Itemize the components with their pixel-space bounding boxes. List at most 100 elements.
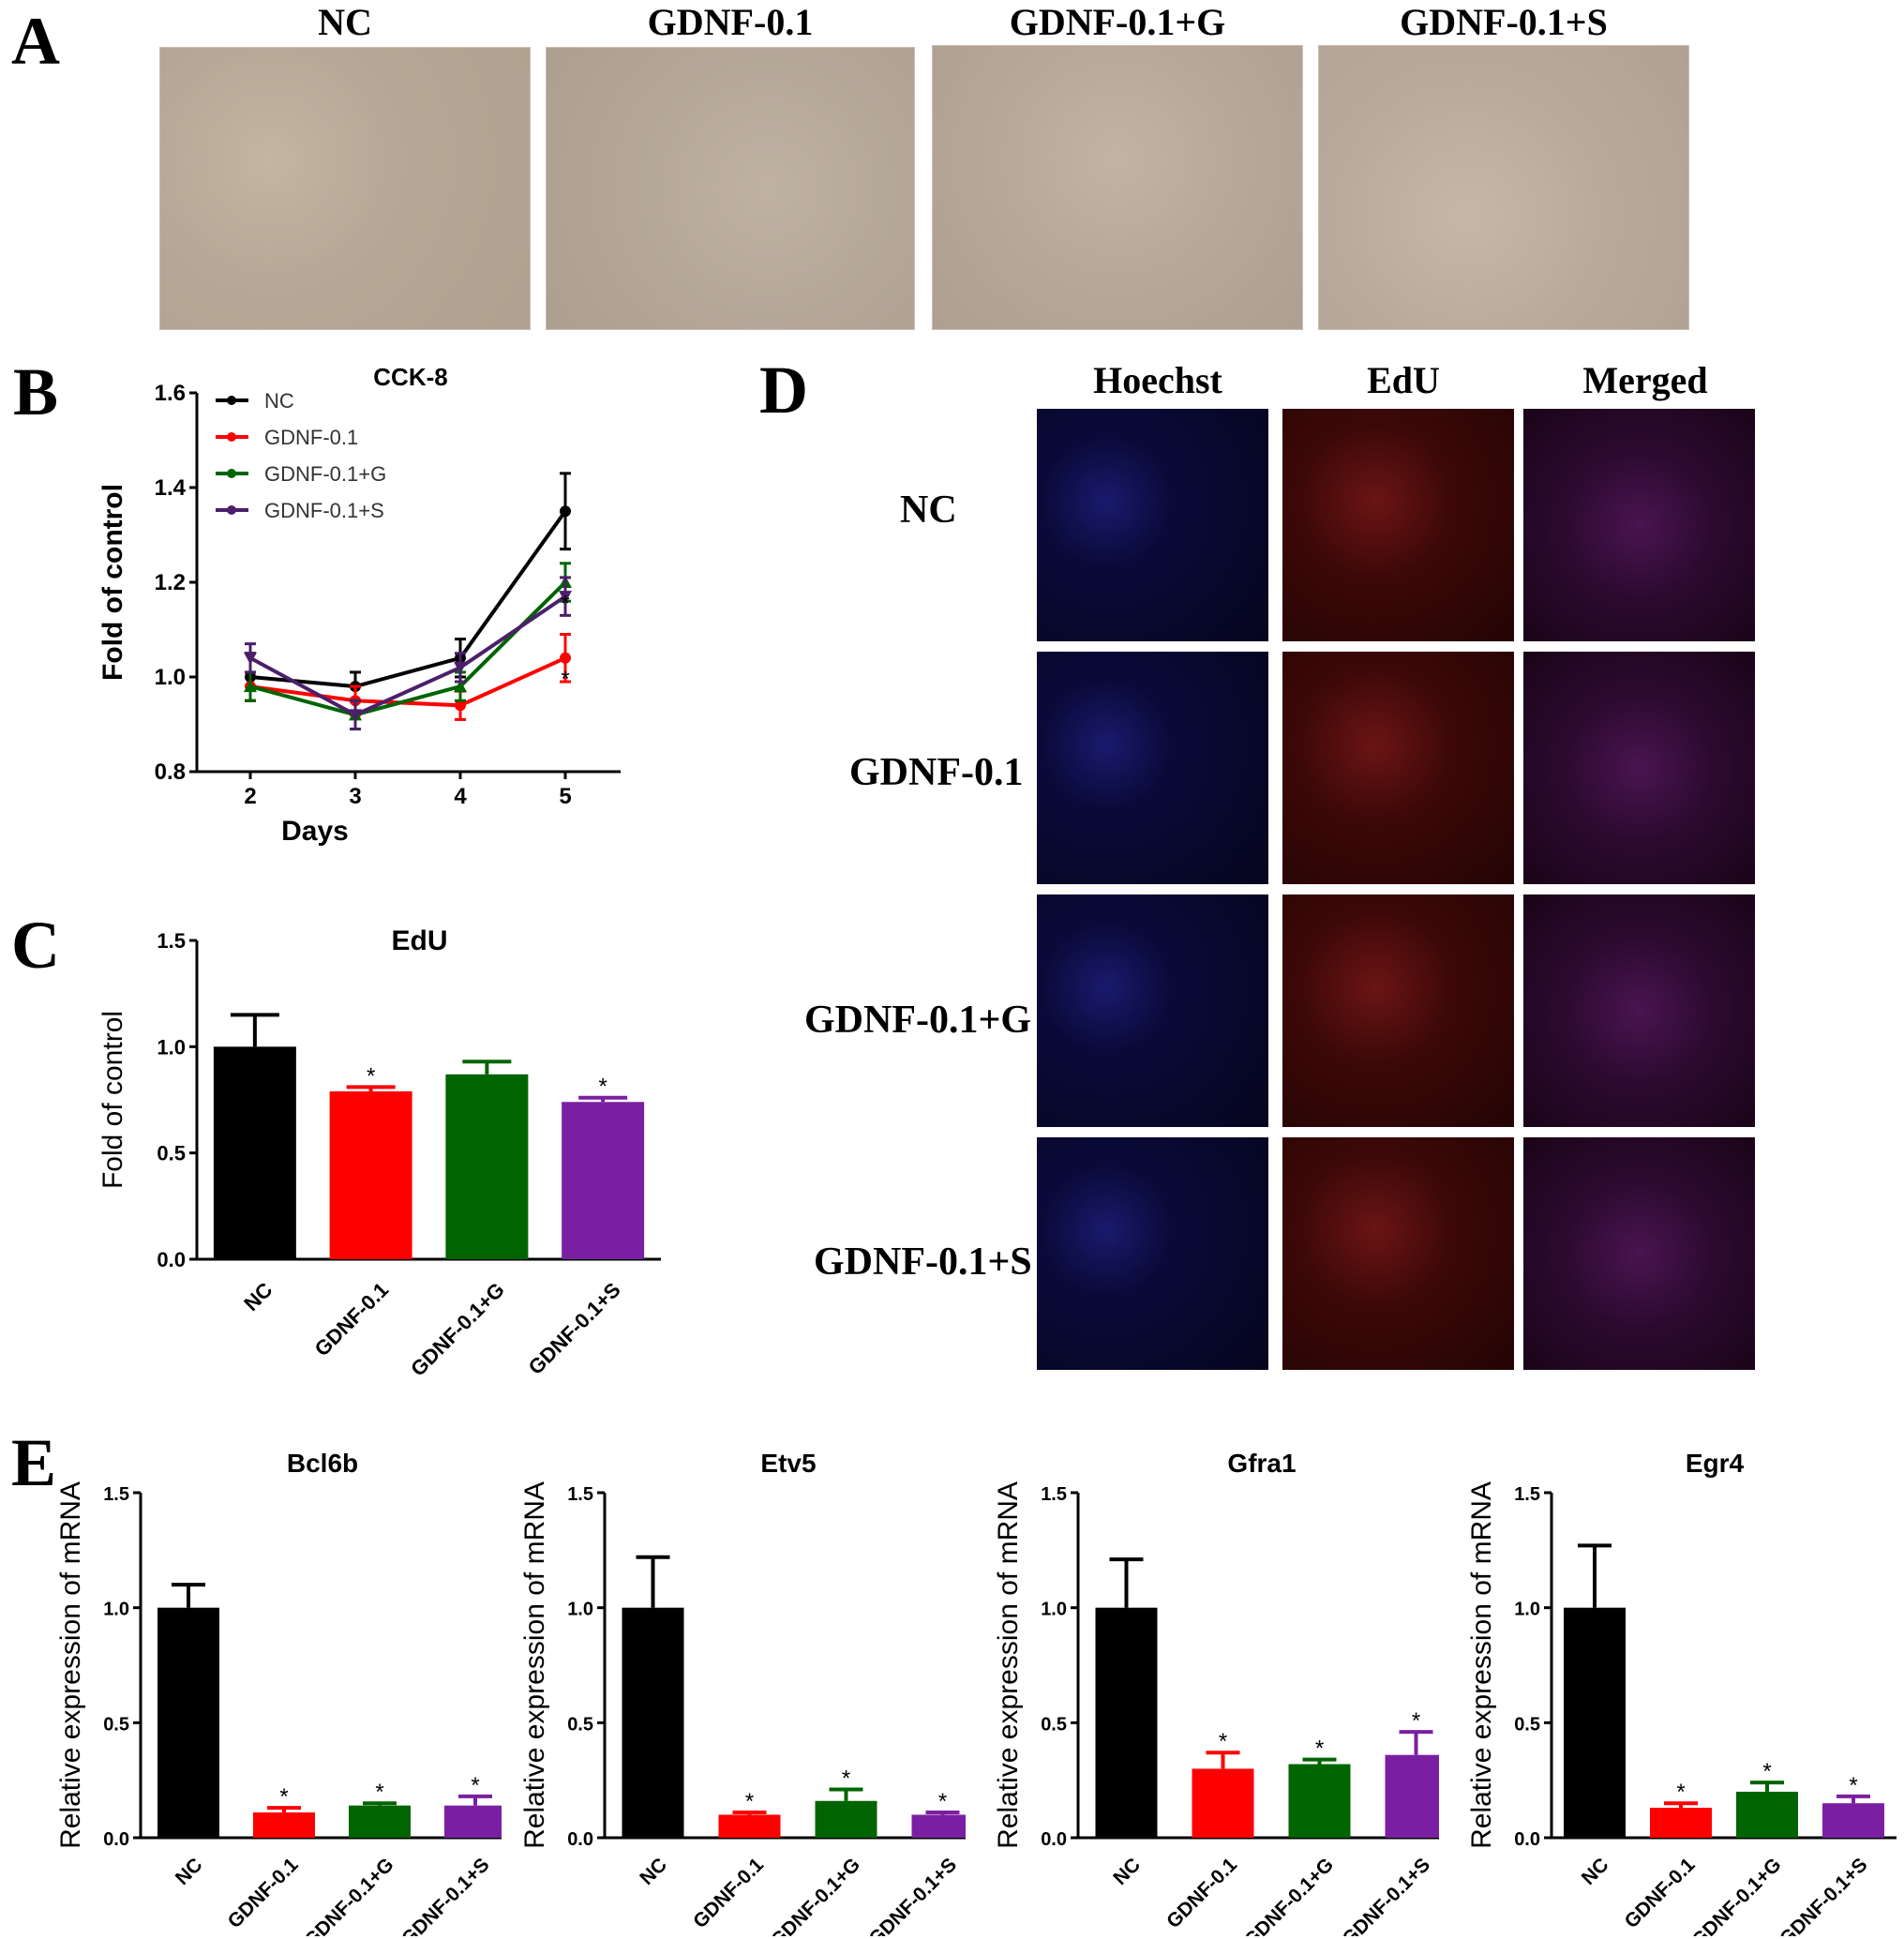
data-point [455, 699, 466, 712]
bar-gdnf-0-1-s [911, 1814, 966, 1838]
bar-gdnf-0-1-g [349, 1805, 411, 1838]
panel-e-chart-gfra1: 0.0 0.5 1.0 1.5 Relative expression of mRNA G… [993, 1449, 1439, 1936]
y-axis-label: Relative expression of mRNA [519, 1481, 550, 1849]
series-line-gdnf-0-1-s [249, 594, 567, 717]
y-tick-label: 1.0 [1514, 1600, 1540, 1620]
panel-a-title-nc: NC [318, 1, 372, 43]
bar-gdnf-0-1 [718, 1814, 781, 1838]
x-tick-label: GDNF-0.1+G [767, 1854, 864, 1936]
fluorescence-image-nc-hoechst [1037, 409, 1268, 641]
legend-label: GDNF-0.1 [264, 426, 358, 449]
fluorescence-image-gdnf-merged [1523, 652, 1755, 884]
x-tick-label: GDNF-0.1+G [1687, 1854, 1785, 1936]
x-tick-label: GDNF-0.1 [689, 1854, 768, 1932]
legend-label: NC [264, 389, 294, 413]
x-tick-label: 2 [244, 784, 256, 809]
data-point [560, 505, 571, 518]
bar-gdnf-0-1 [253, 1812, 315, 1838]
significance-mark: * [1412, 1708, 1420, 1734]
fluorescence-image-gdnf-s-edu [1282, 1137, 1514, 1370]
x-axis-label: Days [281, 816, 349, 847]
x-tick-label: NC [239, 1278, 277, 1315]
data-point [560, 652, 571, 664]
y-tick-label: 0.0 [1514, 1829, 1540, 1850]
legend-marker [227, 469, 236, 478]
y-tick-label: 1.5 [567, 1484, 593, 1505]
panel-d-row-gdnf: GDNF-0.1 [849, 751, 1024, 794]
y-tick-label: 1.5 [1041, 1484, 1067, 1505]
x-tick-label: GDNF-0.1+G [300, 1854, 397, 1936]
chart-title: EdU [392, 925, 448, 956]
panel-letter-e: E [11, 1425, 57, 1500]
x-tick-label: GDNF-0.1+S [1776, 1854, 1871, 1936]
significance-mark: * [471, 1773, 479, 1798]
fluorescence-image-nc-merged [1523, 409, 1755, 641]
panel-c-chart: 0.0 0.5 1.0 1.5 Fold of control EdU NC * GDNF-0.… [97, 925, 661, 1381]
bar-nc [1095, 1607, 1158, 1838]
y-tick-label: 1.0 [567, 1600, 593, 1620]
panel-e-chart-egr4: 0.0 0.5 1.0 1.5 Relative expression of mRNA E… [1466, 1449, 1897, 1936]
x-tick-label: 5 [559, 784, 571, 809]
panel-d-row-nc: NC [900, 489, 957, 532]
significance-mark: * [598, 1075, 607, 1100]
fluorescence-image-gdnf-g-hoechst [1037, 894, 1268, 1127]
panel-a-title-gdnf-g: GDNF-0.1+G [1009, 1, 1226, 43]
chart-title: Bcl6b [287, 1449, 358, 1478]
chart-title: Gfra1 [1227, 1449, 1296, 1478]
x-tick-label: 4 [454, 784, 467, 809]
x-tick-label: GDNF-0.1+S [524, 1278, 625, 1379]
x-tick-label: GDNF-0.1 [310, 1278, 394, 1361]
panel-e-chart-etv5: 0.0 0.5 1.0 1.5 Relative expression of mRNA E… [519, 1449, 966, 1936]
panel-d-col-edu: EdU [1367, 359, 1440, 401]
series-line-gdnf-0-1 [249, 655, 566, 708]
x-tick-label: NC [172, 1854, 207, 1889]
legend-label: GDNF-0.1+S [264, 499, 384, 522]
significance-mark: * [1762, 1759, 1771, 1784]
bar-gdnf-0-1-s [1385, 1754, 1439, 1838]
y-tick-label: 0.5 [1041, 1714, 1067, 1735]
x-tick-label: NC [1109, 1854, 1145, 1889]
significance-mark: * [1849, 1773, 1857, 1798]
y-tick-label: 0.0 [103, 1829, 129, 1850]
y-tick-label: 1.0 [103, 1600, 129, 1620]
y-tick-label: 1.2 [155, 570, 186, 595]
significance-mark: * [279, 1784, 288, 1810]
significance-mark: * [1315, 1736, 1324, 1762]
y-tick-label: 0.5 [1514, 1714, 1540, 1735]
panel-d-col-hoechst: Hoechst [1093, 359, 1222, 401]
significance-mark: * [938, 1789, 947, 1814]
chart-title: Egr4 [1686, 1449, 1745, 1478]
panel-letter-d: D [759, 353, 808, 428]
y-tick-label: 0.8 [155, 759, 186, 785]
significance-mark: * [1219, 1729, 1227, 1754]
x-tick-label: 3 [349, 784, 361, 809]
significance-mark: * [561, 591, 569, 616]
data-point [244, 652, 257, 665]
y-tick-label: 1.4 [155, 475, 187, 501]
bar-gdnf-0-1 [1192, 1768, 1254, 1838]
y-tick-label: 1.5 [103, 1484, 129, 1505]
x-tick-label: NC [1578, 1854, 1613, 1889]
x-tick-label: GDNF-0.1+G [406, 1278, 509, 1381]
bar-gdnf-0-1 [329, 1090, 412, 1259]
fluorescence-image-gdnf-g-merged [1523, 894, 1755, 1127]
bar-gdnf-0-1-g [1736, 1791, 1798, 1838]
y-tick-label: 0.0 [1041, 1829, 1067, 1850]
y-tick-label: 1.5 [1514, 1484, 1540, 1505]
significance-mark: * [745, 1789, 754, 1814]
y-tick-label: 1.5 [157, 929, 186, 953]
bar-gdnf-0-1-g [1288, 1764, 1351, 1838]
series-line-nc [249, 510, 567, 689]
y-tick-label: 0.5 [567, 1714, 593, 1735]
bar-gdnf-0-1-g [445, 1074, 529, 1259]
significance-mark: * [842, 1766, 850, 1791]
panel-a-title-gdnf: GDNF-0.1 [647, 1, 814, 43]
legend-label: GDNF-0.1+G [264, 462, 386, 486]
significance-mark: * [367, 1063, 375, 1089]
panel-letter-a: A [11, 4, 60, 79]
bar-nc [1564, 1607, 1626, 1838]
y-tick-label: 1.0 [155, 665, 186, 690]
fluorescence-image-gdnf-edu [1282, 652, 1514, 884]
data-point [244, 680, 257, 693]
panel-b-chart: 0.8 1.0 1.2 1.4 1.6 2 3 4 5 Days Fold of control CC… [97, 363, 621, 847]
